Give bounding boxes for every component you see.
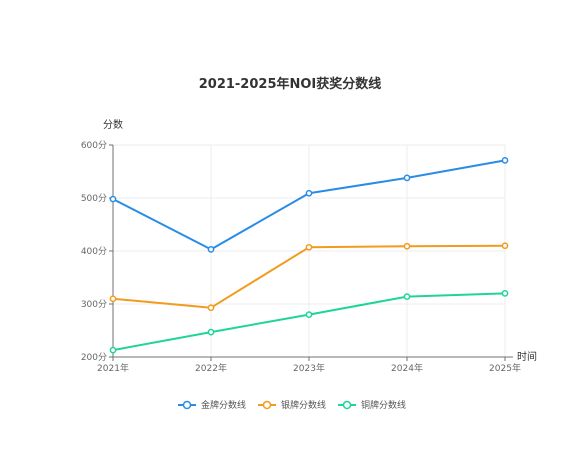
data-point[interactable] <box>501 290 509 297</box>
data-point[interactable] <box>109 346 117 354</box>
x-tick-label: 2022年 <box>195 362 227 374</box>
y-tick-label: 600分 <box>81 140 107 151</box>
x-axis-label: 时间 <box>517 350 537 363</box>
legend-marker-icon <box>182 400 192 410</box>
data-point[interactable] <box>207 328 215 336</box>
y-tick-label: 200分 <box>81 352 107 363</box>
data-point[interactable] <box>207 304 215 312</box>
legend-item[interactable]: 金牌分数线 <box>178 399 246 411</box>
series-layer <box>109 157 509 354</box>
x-tick-label: 2021年 <box>97 362 129 374</box>
data-point[interactable] <box>403 242 411 250</box>
legend-label: 铜牌分数线 <box>361 399 406 411</box>
data-point[interactable] <box>109 195 117 203</box>
chart-title: 2021-2025年NOI获奖分数线 <box>199 76 382 92</box>
legend-marker-icon <box>262 400 272 410</box>
legend-item[interactable]: 铜牌分数线 <box>338 399 406 411</box>
y-axis-label: 分数 <box>103 118 123 131</box>
legend-item[interactable]: 银牌分数线 <box>258 399 326 411</box>
y-tick-label: 500分 <box>81 193 107 204</box>
data-point[interactable] <box>305 189 313 197</box>
y-tick-label: 400分 <box>81 246 107 257</box>
data-point[interactable] <box>403 174 411 182</box>
x-tick-label: 2024年 <box>391 362 423 374</box>
grid <box>113 144 506 357</box>
data-point[interactable] <box>109 295 117 303</box>
x-tick-label: 2023年 <box>293 362 325 374</box>
x-tick-label: 2025年 <box>489 362 521 374</box>
data-point[interactable] <box>207 246 215 253</box>
y-tick-label: 300分 <box>81 299 107 310</box>
legend-label: 金牌分数线 <box>201 399 246 411</box>
data-point[interactable] <box>305 243 313 251</box>
series-2 <box>109 242 509 312</box>
data-point[interactable] <box>403 293 411 300</box>
data-point[interactable] <box>305 311 313 318</box>
data-point[interactable] <box>501 157 509 164</box>
legend[interactable]: 金牌分数线 银牌分数线 铜牌分数线 <box>178 399 406 411</box>
series-3 <box>109 290 509 354</box>
legend-marker-icon <box>342 400 352 410</box>
legend-label: 银牌分数线 <box>281 399 326 411</box>
series-1 <box>109 157 509 253</box>
data-point[interactable] <box>501 242 509 250</box>
axes: 200分 300分 400分 500分 600分 2021年 2022年 2023年 2024年… <box>81 140 521 374</box>
